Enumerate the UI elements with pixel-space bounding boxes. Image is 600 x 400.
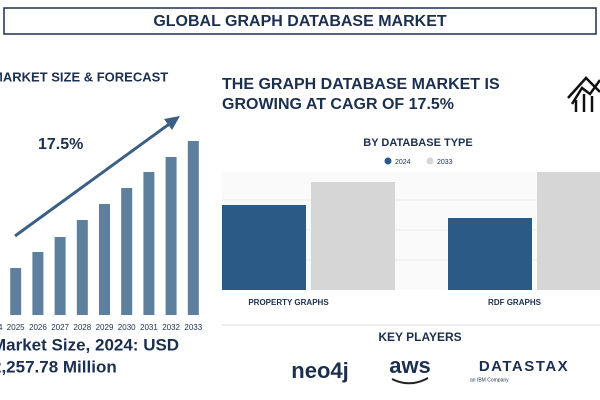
headline: GROWING AT CAGR OF 17.5% bbox=[222, 96, 454, 113]
growth-annotation: 17.5% bbox=[38, 136, 83, 153]
market-size: 2,257.78 Million bbox=[0, 357, 117, 376]
left-chart-title: MARKET SIZE & FORECAST bbox=[0, 69, 168, 84]
x-tick-label: 2024 bbox=[0, 323, 3, 332]
legend-label: 2024 bbox=[395, 159, 411, 166]
bar bbox=[143, 172, 155, 315]
arrow-head bbox=[164, 116, 180, 130]
x-tick-label: 2025 bbox=[7, 323, 25, 332]
logo-neo4j: neo4j bbox=[291, 358, 348, 383]
bar bbox=[99, 204, 110, 315]
logo-datastax: DATASTAX bbox=[479, 358, 569, 375]
x-tick-label: 2033 bbox=[184, 323, 202, 332]
headline: THE GRAPH DATABASE MARKET IS bbox=[222, 76, 500, 93]
key-players-title: KEY PLAYERS bbox=[378, 330, 461, 344]
page-title: GLOBAL GRAPH DATABASE MARKET bbox=[153, 13, 447, 30]
right-chart-title: BY DATABASE TYPE bbox=[363, 137, 472, 149]
aws-smile bbox=[391, 377, 429, 385]
x-tick-label: 2030 bbox=[118, 323, 136, 332]
bar bbox=[187, 141, 199, 315]
bar bbox=[32, 252, 44, 315]
bar bbox=[121, 188, 133, 315]
market-size: Market Size, 2024: USD bbox=[0, 335, 179, 354]
bar bbox=[537, 172, 600, 290]
x-tick-label: PROPERTY GRAPHS bbox=[248, 298, 329, 307]
house-icon bbox=[567, 76, 600, 112]
bar bbox=[448, 218, 532, 290]
x-tick-label: 2031 bbox=[140, 323, 158, 332]
legend-label: 2033 bbox=[437, 159, 453, 166]
bar bbox=[54, 237, 66, 315]
bar bbox=[222, 205, 306, 290]
title-box bbox=[3, 7, 597, 35]
logo-aws: aws bbox=[389, 353, 431, 378]
x-tick-label: 2032 bbox=[162, 323, 180, 332]
growth-arrow bbox=[14, 120, 173, 238]
bar bbox=[10, 268, 22, 315]
logo-subtitle: an IBM Company bbox=[470, 377, 509, 383]
bar bbox=[311, 182, 395, 290]
x-tick-label: 2028 bbox=[73, 323, 91, 332]
legend-dot bbox=[384, 157, 392, 165]
bar bbox=[165, 157, 177, 315]
x-tick-label: 2027 bbox=[51, 323, 69, 332]
x-tick-label: 2026 bbox=[29, 323, 47, 332]
legend-dot bbox=[426, 157, 434, 165]
bar bbox=[76, 220, 88, 315]
x-tick-label: RDF GRAPHS bbox=[488, 298, 542, 307]
x-tick-label: 2029 bbox=[96, 323, 114, 332]
